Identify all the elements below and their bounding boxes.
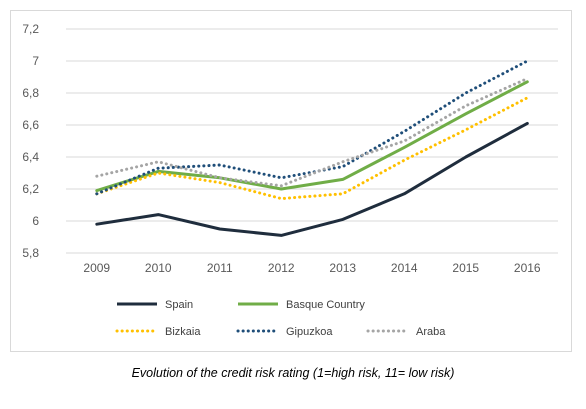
series-line-bizkaia xyxy=(95,96,529,201)
y-tick-label: 7 xyxy=(32,54,39,68)
y-axis: 5,8 6 6,2 6,4 6,6 6,8 7 7,2 xyxy=(22,22,39,260)
x-tick-label: 2016 xyxy=(514,261,541,275)
y-tick-label: 6,6 xyxy=(22,118,39,132)
x-axis: 2009 2010 2011 2012 2013 2014 2015 2016 xyxy=(83,261,541,275)
x-tick-label: 2009 xyxy=(83,261,110,275)
x-tick-label: 2015 xyxy=(452,261,479,275)
x-tick-label: 2010 xyxy=(145,261,172,275)
legend-label-basque-country: Basque Country xyxy=(286,299,365,311)
legend-label-spain: Spain xyxy=(165,299,193,311)
series-line-spain xyxy=(95,121,529,237)
y-tick-label: 6 xyxy=(32,214,39,228)
gridlines xyxy=(66,28,558,254)
legend-label-bizkaia: Bizkaia xyxy=(165,326,201,338)
legend: Spain Basque Country Bizkaia Gipuzkoa Araba xyxy=(115,299,446,338)
series-line-araba xyxy=(95,77,529,188)
legend-label-gipuzkoa: Gipuzkoa xyxy=(286,326,333,338)
series-line-basque-country xyxy=(95,80,529,193)
y-tick-label: 7,2 xyxy=(22,22,39,36)
chart-frame: 5,8 6 6,2 6,4 6,6 6,8 7 7,2 2009 2010 2011 2012 201… xyxy=(10,10,572,352)
series-line-gipuzkoa xyxy=(95,59,529,196)
series-lines xyxy=(95,59,529,237)
x-tick-label: 2012 xyxy=(268,261,295,275)
x-tick-label: 2011 xyxy=(207,261,233,275)
chart-caption: Evolution of the credit risk rating (1=h… xyxy=(131,366,455,380)
y-tick-label: 6,8 xyxy=(22,86,39,100)
y-tick-label: 5,8 xyxy=(22,246,39,260)
line-chart: 5,8 6 6,2 6,4 6,6 6,8 7 7,2 2009 2010 2011 2012 201… xyxy=(22,22,558,338)
legend-label-araba: Araba xyxy=(416,326,446,338)
y-tick-label: 6,2 xyxy=(22,182,39,196)
x-tick-label: 2013 xyxy=(329,261,356,275)
y-tick-label: 6,4 xyxy=(22,150,39,164)
x-tick-label: 2014 xyxy=(391,261,418,275)
